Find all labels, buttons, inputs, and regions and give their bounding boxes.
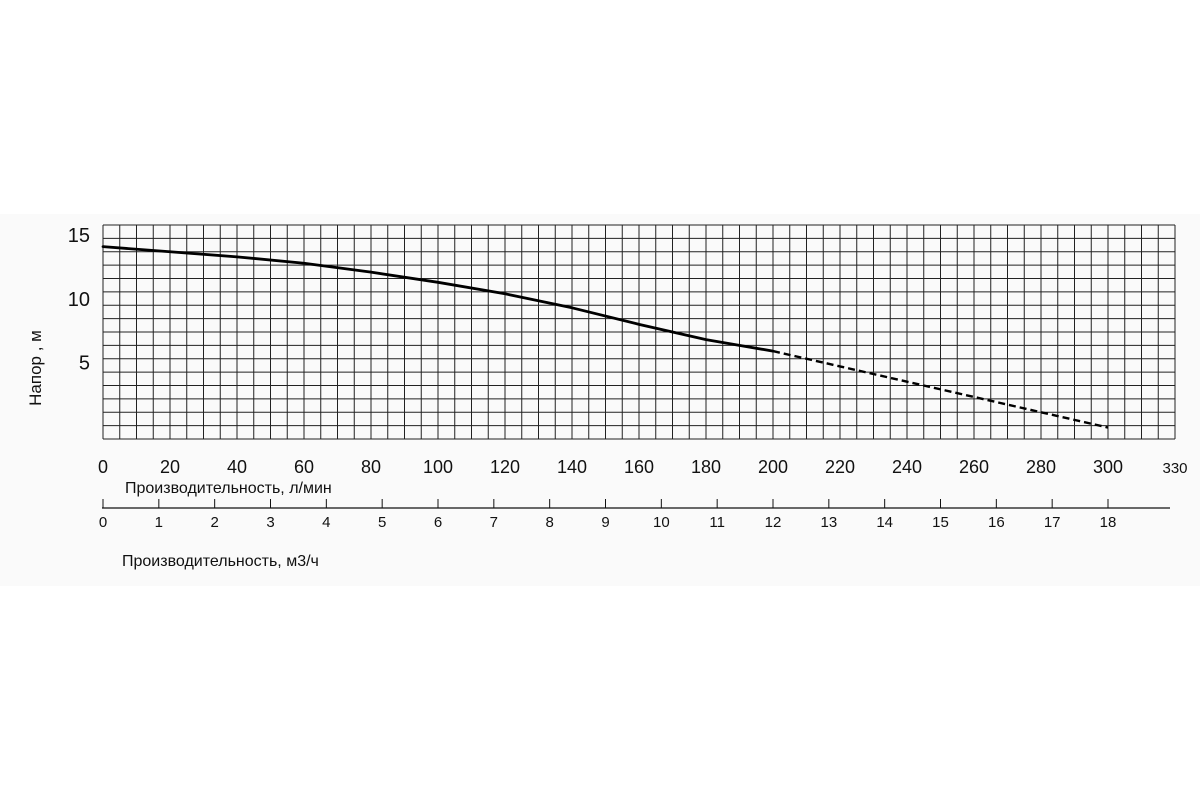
secondary-tick-label: 0 (99, 514, 107, 531)
secondary-tick-label: 10 (653, 514, 670, 531)
x-tick-label: 220 (825, 457, 855, 477)
y-tick-label: 10 (68, 289, 90, 311)
x-axis-label: Производительность, л/мин (125, 480, 332, 497)
x-tick-label: 240 (892, 457, 922, 477)
secondary-tick-label: 18 (1100, 514, 1117, 531)
secondary-tick-label: 15 (932, 514, 949, 531)
y-tick-label: 5 (79, 353, 90, 375)
chart-panel: 15 10 5 Напор , м 0 20 40 60 80 100 120 140 160 180… (0, 214, 1200, 586)
x-tick-label: 260 (959, 457, 989, 477)
x-tick-label: 180 (691, 457, 721, 477)
y-tick-label: 15 (68, 225, 90, 247)
x-tick-label: 200 (758, 457, 788, 477)
x-tick-label: 0 (98, 457, 108, 477)
y-axis-tick-labels: 15 10 5 (68, 225, 90, 374)
secondary-tick-label: 5 (378, 514, 386, 531)
secondary-tick-label: 7 (490, 514, 498, 531)
x-tick-label: 120 (490, 457, 520, 477)
x-axis-tick-labels: 0 20 40 60 80 100 120 140 160 180 200 220 240 260 280 3… (98, 457, 1188, 477)
x-tick-label: 100 (423, 457, 453, 477)
secondary-tick-label: 2 (210, 514, 218, 531)
secondary-tick-label: 8 (545, 514, 553, 531)
secondary-tick-label: 12 (765, 514, 782, 531)
x-tick-label: 330 (1162, 460, 1187, 477)
x-tick-label: 140 (557, 457, 587, 477)
secondary-axis-tick-labels: 0 1 2 3 4 5 6 7 8 9 10 11 12 13 14 15 16 17 18 (99, 499, 1117, 531)
secondary-tick-label: 1 (155, 514, 163, 531)
performance-curves (101, 245, 1109, 429)
secondary-tick-label: 11 (709, 514, 725, 531)
secondary-axis-label: Производительность, м3/ч (122, 553, 319, 570)
secondary-tick-label: 6 (434, 514, 442, 531)
x-tick-label: 300 (1093, 457, 1123, 477)
curve-dashed-segment (772, 349, 1109, 429)
secondary-tick-label: 16 (988, 514, 1005, 531)
secondary-tick-label: 13 (820, 514, 837, 531)
x-tick-label: 80 (361, 457, 381, 477)
secondary-tick-label: 3 (266, 514, 274, 531)
x-tick-label: 40 (227, 457, 247, 477)
x-tick-label: 60 (294, 457, 314, 477)
x-tick-label: 280 (1026, 457, 1056, 477)
secondary-tick-label: 14 (876, 514, 893, 531)
x-tick-label: 160 (624, 457, 654, 477)
secondary-tick-label: 9 (601, 514, 609, 531)
y-axis-label: Напор , м (26, 330, 45, 406)
secondary-tick-label: 4 (322, 514, 330, 531)
secondary-tick-label: 17 (1044, 514, 1061, 531)
x-tick-label: 20 (160, 457, 180, 477)
